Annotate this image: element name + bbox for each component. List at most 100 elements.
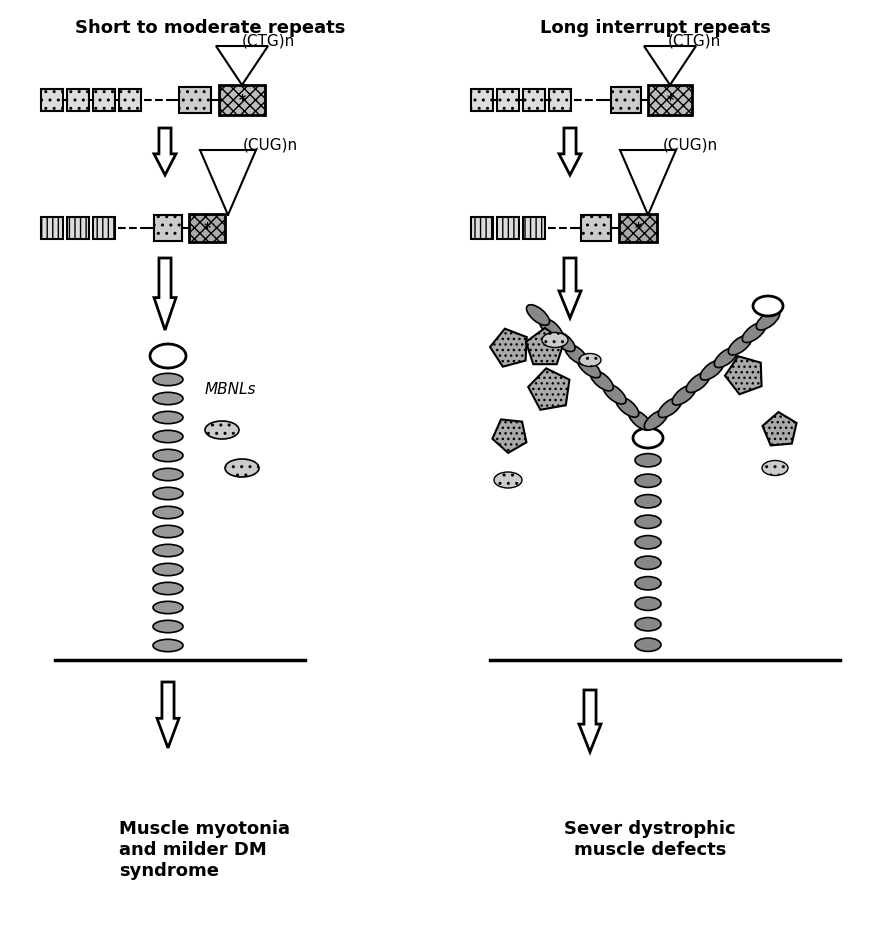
Text: *: * — [204, 221, 211, 235]
Ellipse shape — [225, 459, 259, 477]
Ellipse shape — [552, 331, 575, 352]
Ellipse shape — [150, 344, 186, 368]
Ellipse shape — [633, 428, 663, 448]
Ellipse shape — [658, 398, 681, 417]
Ellipse shape — [628, 410, 651, 430]
Ellipse shape — [635, 515, 661, 529]
Ellipse shape — [635, 454, 661, 467]
Ellipse shape — [728, 335, 751, 355]
Text: (CUG)n: (CUG)n — [243, 138, 298, 152]
Polygon shape — [200, 150, 256, 215]
Polygon shape — [493, 419, 526, 453]
Ellipse shape — [590, 370, 613, 391]
FancyBboxPatch shape — [619, 214, 657, 242]
Ellipse shape — [153, 639, 183, 651]
Ellipse shape — [635, 535, 661, 549]
FancyBboxPatch shape — [523, 217, 545, 239]
Ellipse shape — [635, 556, 661, 570]
FancyBboxPatch shape — [41, 89, 63, 111]
Polygon shape — [216, 46, 268, 85]
FancyBboxPatch shape — [219, 85, 265, 115]
FancyBboxPatch shape — [119, 89, 141, 111]
FancyBboxPatch shape — [41, 217, 63, 239]
Ellipse shape — [153, 544, 183, 556]
Polygon shape — [620, 150, 676, 215]
Ellipse shape — [526, 304, 549, 325]
Text: Muscle myotonia
and milder DM
syndrome: Muscle myotonia and milder DM syndrome — [120, 820, 291, 880]
FancyBboxPatch shape — [154, 215, 182, 241]
Text: *: * — [238, 93, 245, 107]
Ellipse shape — [635, 576, 661, 590]
Ellipse shape — [635, 597, 661, 611]
FancyBboxPatch shape — [179, 87, 211, 113]
Ellipse shape — [578, 358, 601, 378]
Ellipse shape — [635, 475, 661, 488]
Polygon shape — [490, 329, 527, 367]
Polygon shape — [725, 357, 762, 395]
Ellipse shape — [714, 347, 738, 367]
Ellipse shape — [616, 397, 639, 417]
FancyBboxPatch shape — [67, 89, 89, 111]
Text: (CTG)n: (CTG)n — [667, 33, 720, 49]
Polygon shape — [644, 46, 696, 85]
Ellipse shape — [494, 472, 522, 488]
Polygon shape — [579, 690, 601, 752]
Polygon shape — [157, 682, 179, 748]
Polygon shape — [528, 368, 570, 410]
FancyBboxPatch shape — [497, 217, 519, 239]
FancyBboxPatch shape — [471, 89, 493, 111]
Ellipse shape — [153, 374, 183, 386]
Ellipse shape — [564, 344, 587, 364]
Ellipse shape — [153, 601, 183, 613]
FancyBboxPatch shape — [611, 87, 641, 113]
Ellipse shape — [635, 638, 661, 651]
FancyBboxPatch shape — [523, 89, 545, 111]
Text: *: * — [634, 221, 641, 235]
Ellipse shape — [742, 322, 766, 342]
Ellipse shape — [153, 393, 183, 405]
Ellipse shape — [153, 506, 183, 518]
Ellipse shape — [635, 617, 661, 631]
Ellipse shape — [635, 495, 661, 508]
Ellipse shape — [153, 620, 183, 632]
Polygon shape — [154, 128, 176, 175]
Polygon shape — [154, 258, 176, 330]
Ellipse shape — [153, 449, 183, 461]
Text: Long interrupt repeats: Long interrupt repeats — [540, 19, 771, 37]
Ellipse shape — [672, 385, 696, 405]
FancyBboxPatch shape — [93, 89, 115, 111]
FancyBboxPatch shape — [497, 89, 519, 111]
Ellipse shape — [153, 412, 183, 424]
Ellipse shape — [603, 383, 626, 404]
Ellipse shape — [153, 582, 183, 594]
Text: Short to moderate repeats: Short to moderate repeats — [74, 19, 346, 37]
Ellipse shape — [757, 310, 780, 330]
Ellipse shape — [153, 468, 183, 480]
FancyBboxPatch shape — [189, 214, 225, 242]
Polygon shape — [559, 258, 581, 318]
Polygon shape — [526, 328, 564, 364]
Ellipse shape — [700, 360, 724, 380]
Ellipse shape — [753, 296, 783, 316]
FancyBboxPatch shape — [581, 215, 611, 241]
Ellipse shape — [542, 333, 568, 347]
FancyBboxPatch shape — [67, 217, 89, 239]
FancyBboxPatch shape — [648, 85, 692, 115]
Ellipse shape — [644, 410, 668, 430]
FancyBboxPatch shape — [549, 89, 571, 111]
Text: (CUG)n: (CUG)n — [663, 138, 718, 152]
Text: Sever dystrophic
muscle defects: Sever dystrophic muscle defects — [564, 820, 735, 859]
Ellipse shape — [153, 563, 183, 575]
Ellipse shape — [687, 373, 710, 393]
Text: (CTG)n: (CTG)n — [241, 33, 295, 49]
Polygon shape — [559, 128, 581, 175]
Ellipse shape — [762, 460, 788, 476]
Ellipse shape — [153, 430, 183, 442]
Ellipse shape — [153, 525, 183, 537]
Text: *: * — [666, 93, 673, 107]
Ellipse shape — [579, 354, 601, 366]
Polygon shape — [763, 412, 797, 445]
Ellipse shape — [540, 318, 563, 339]
Text: MBNLs: MBNLs — [205, 382, 256, 398]
Ellipse shape — [205, 421, 239, 439]
